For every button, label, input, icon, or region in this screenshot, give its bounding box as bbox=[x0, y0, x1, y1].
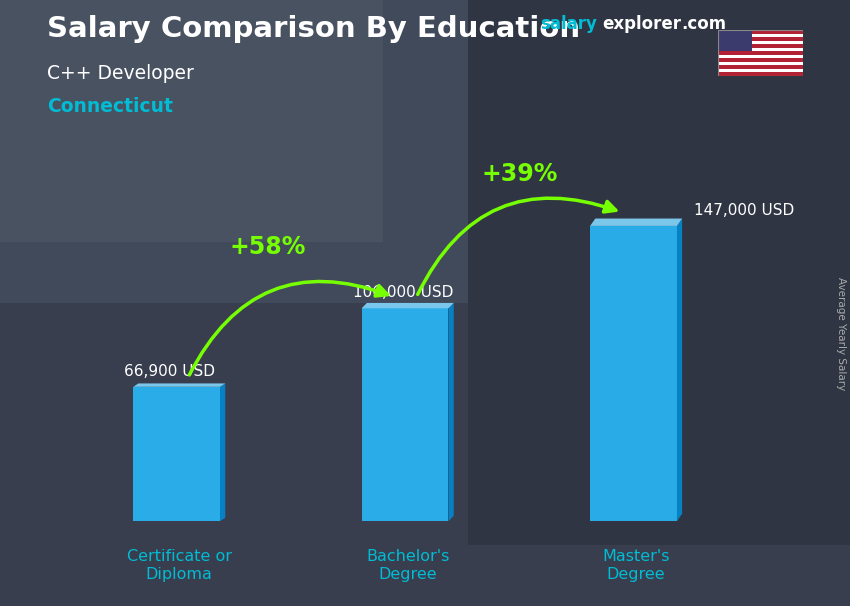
Text: +58%: +58% bbox=[230, 235, 306, 259]
Text: Connecticut: Connecticut bbox=[47, 97, 173, 116]
Polygon shape bbox=[361, 303, 454, 308]
Bar bbox=[718, 48, 803, 52]
Polygon shape bbox=[449, 303, 454, 521]
Bar bbox=[468, 0, 850, 545]
Text: salary: salary bbox=[540, 15, 597, 33]
Bar bbox=[718, 52, 803, 55]
Bar bbox=[718, 30, 752, 52]
Text: +39%: +39% bbox=[481, 162, 558, 187]
Text: C++ Developer: C++ Developer bbox=[47, 64, 194, 82]
Bar bbox=[0, 0, 468, 303]
Bar bbox=[133, 387, 220, 521]
Bar bbox=[718, 58, 803, 62]
Bar bbox=[718, 65, 803, 68]
Bar bbox=[718, 62, 803, 65]
Bar bbox=[718, 44, 803, 48]
Polygon shape bbox=[220, 384, 225, 521]
Text: 66,900 USD: 66,900 USD bbox=[124, 364, 215, 379]
Bar bbox=[718, 38, 803, 41]
Text: .com: .com bbox=[681, 15, 726, 33]
Bar bbox=[590, 226, 677, 521]
Text: 147,000 USD: 147,000 USD bbox=[694, 203, 794, 218]
Bar bbox=[718, 72, 803, 76]
Text: explorer: explorer bbox=[602, 15, 681, 33]
Polygon shape bbox=[590, 219, 683, 226]
Text: Master's
Degree: Master's Degree bbox=[603, 549, 670, 582]
Bar bbox=[718, 41, 803, 44]
Text: Average Yearly Salary: Average Yearly Salary bbox=[836, 277, 846, 390]
Bar bbox=[718, 68, 803, 72]
Text: Certificate or
Diploma: Certificate or Diploma bbox=[127, 549, 232, 582]
Bar bbox=[0, 0, 382, 242]
Text: 106,000 USD: 106,000 USD bbox=[353, 285, 453, 300]
Bar bbox=[718, 55, 803, 58]
Polygon shape bbox=[677, 219, 683, 521]
Polygon shape bbox=[133, 384, 225, 387]
Bar bbox=[718, 34, 803, 38]
Bar bbox=[718, 30, 803, 34]
Bar bbox=[361, 308, 449, 521]
Text: Salary Comparison By Education: Salary Comparison By Education bbox=[47, 15, 580, 43]
Text: Bachelor's
Degree: Bachelor's Degree bbox=[366, 549, 450, 582]
